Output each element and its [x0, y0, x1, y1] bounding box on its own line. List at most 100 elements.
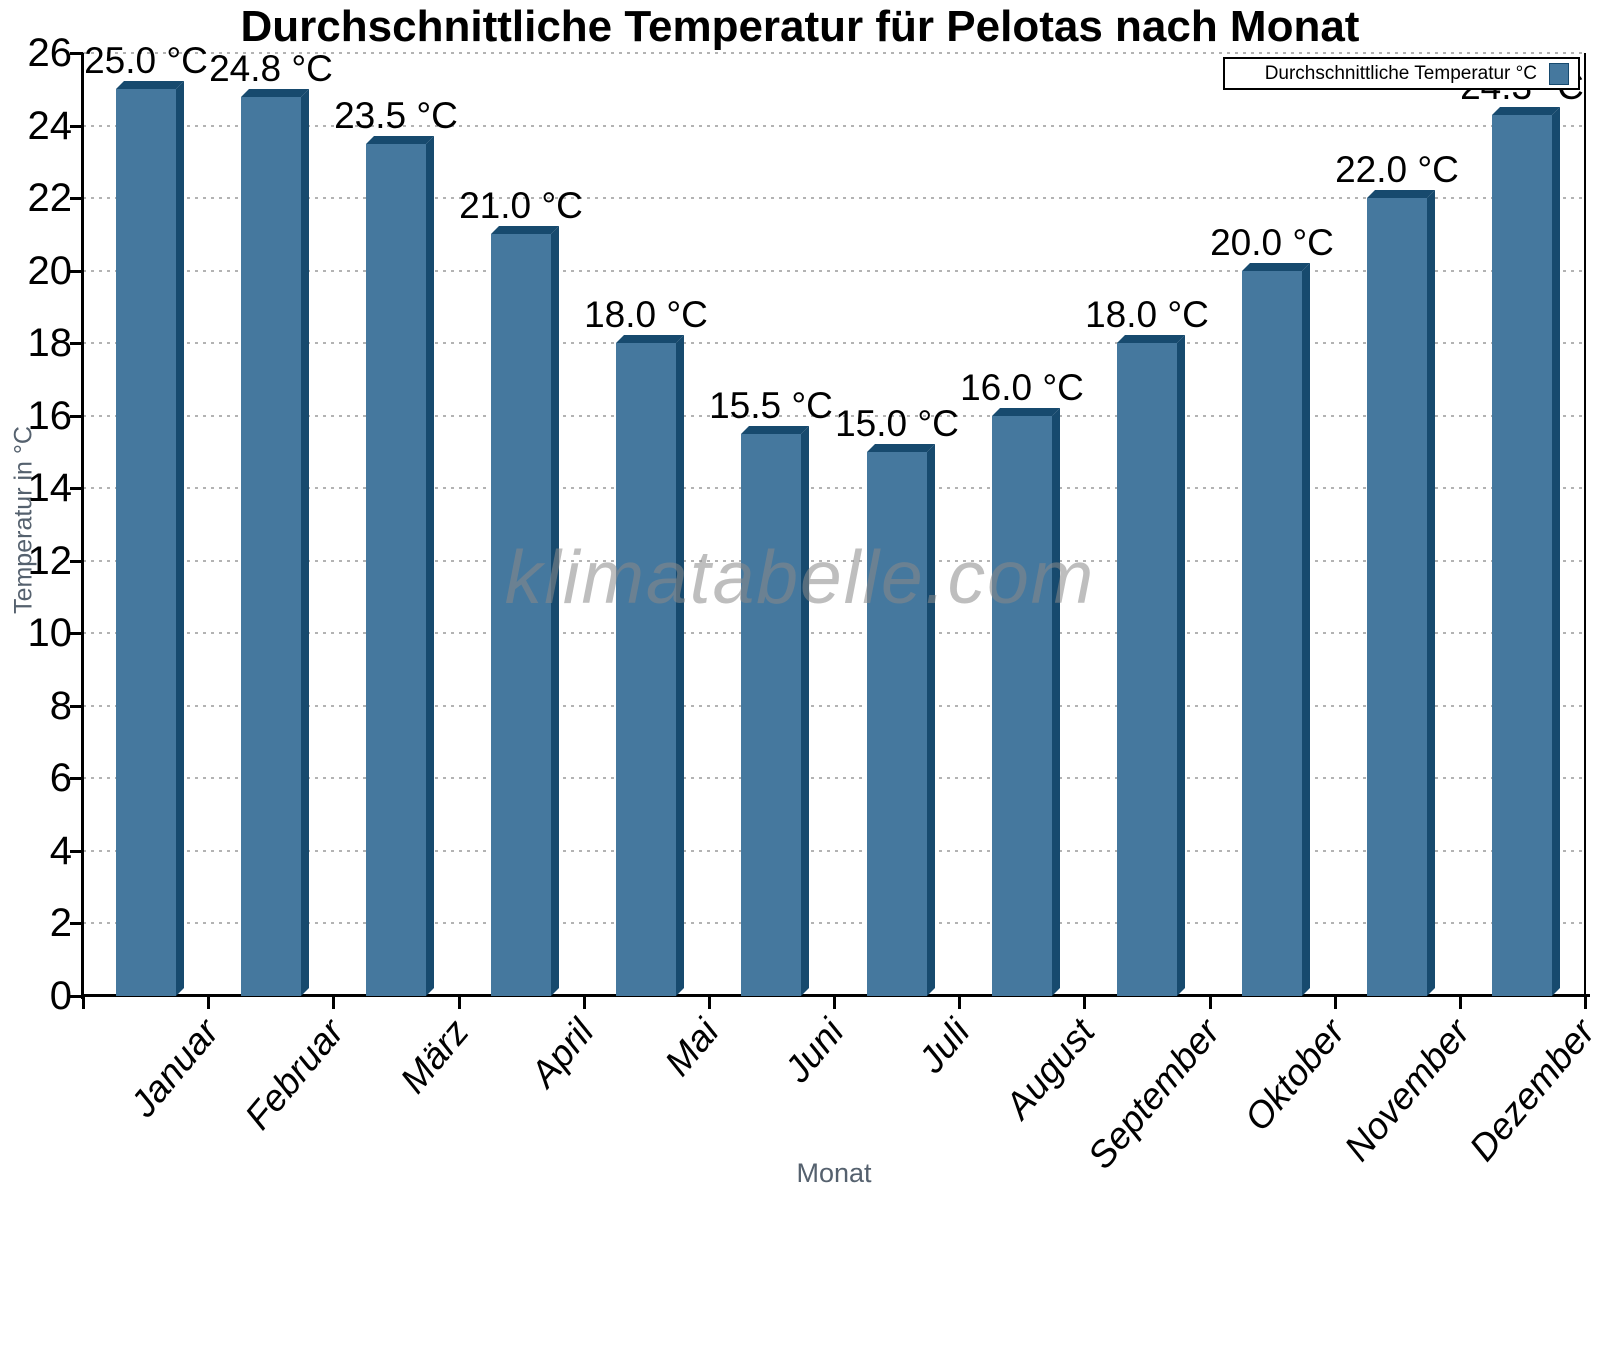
bar-front-face: [366, 144, 426, 996]
y-tick-label: 4: [49, 828, 72, 873]
bar-front-face: [867, 452, 927, 996]
bar-front-face: [241, 97, 301, 996]
bar-juni: [741, 426, 809, 996]
x-tick: [707, 996, 711, 1009]
y-tick-label: 16: [27, 393, 73, 438]
bar-value-label: 18.0 °C: [1085, 294, 1209, 335]
y-tick-label: 24: [27, 103, 73, 148]
bar-side-face: [1052, 408, 1060, 996]
gridline: [83, 849, 1585, 852]
bar-value-label: 24.8 °C: [209, 48, 333, 89]
x-tick: [958, 996, 962, 1009]
bar-juli: [867, 444, 935, 996]
gridline: [83, 487, 1585, 490]
bar-mai: [616, 335, 684, 996]
y-tick: [70, 704, 83, 708]
bar-side-face: [1177, 335, 1185, 996]
y-tick-label: 20: [27, 248, 73, 293]
bar-top-face: [116, 81, 184, 89]
x-tick: [1208, 996, 1212, 1009]
x-tick: [1584, 996, 1587, 1009]
bar-value-label: 25.0 °C: [84, 40, 208, 81]
bar-side-face: [1427, 190, 1435, 996]
bar-top-face: [241, 89, 309, 97]
gridline: [83, 197, 1585, 200]
gridline: [83, 632, 1585, 635]
y-tick: [70, 342, 83, 346]
y-tick: [70, 922, 83, 926]
y-tick-label: 8: [49, 683, 72, 728]
bar-side-face: [426, 136, 434, 996]
y-tick-label: 26: [27, 31, 73, 75]
x-tick: [1083, 996, 1087, 1009]
gridline: [83, 704, 1585, 707]
x-axis-title: Monat: [796, 1158, 872, 1188]
gridline: [83, 342, 1585, 345]
bar-value-label: 21.0 °C: [459, 185, 583, 226]
bar-front-face: [1117, 343, 1177, 996]
y-tick: [70, 197, 83, 201]
bar-top-face: [741, 426, 809, 434]
bar-top-face: [1367, 190, 1435, 198]
bar-side-face: [176, 81, 184, 996]
bar-front-face: [1367, 198, 1427, 996]
y-tick-label: 14: [27, 466, 73, 511]
bar-side-face: [1302, 263, 1310, 996]
plot-right-border: [1584, 53, 1586, 998]
bar-side-face: [551, 226, 559, 996]
y-tick-label: 0: [49, 974, 72, 1018]
x-tick: [582, 996, 586, 1009]
bar-value-label: 15.0 °C: [835, 403, 959, 444]
bar-value-label: 15.5 °C: [709, 385, 833, 426]
bar-august: [992, 408, 1060, 996]
x-tick: [207, 996, 211, 1009]
gridline: [83, 777, 1585, 780]
gridline: [83, 922, 1585, 925]
bar-side-face: [801, 426, 809, 996]
bar-top-face: [491, 226, 559, 234]
y-tick: [70, 487, 83, 491]
bar-front-face: [491, 234, 551, 996]
bar-front-face: [741, 434, 801, 996]
bar-april: [491, 226, 559, 996]
bar-top-face: [366, 136, 434, 144]
y-tick: [70, 777, 83, 781]
y-tick-label: 2: [49, 901, 72, 946]
bar-top-face: [1492, 107, 1560, 115]
bar-side-face: [301, 89, 309, 996]
legend: Durchschnittliche Temperatur °C: [1223, 57, 1580, 90]
y-tick: [70, 559, 83, 563]
bar-value-label: 16.0 °C: [960, 367, 1084, 408]
gridline: [83, 414, 1585, 417]
bar-top-face: [616, 335, 684, 343]
bar-september: [1117, 335, 1185, 996]
y-tick: [70, 52, 83, 55]
gridline: [83, 269, 1585, 272]
bar-front-face: [116, 89, 176, 996]
x-tick: [1458, 996, 1462, 1009]
y-tick-label: 6: [49, 756, 72, 801]
x-axis-line: [81, 994, 1590, 997]
y-tick-label: 22: [27, 176, 73, 221]
y-tick-label: 10: [27, 611, 73, 656]
legend-swatch-icon: [1549, 62, 1569, 85]
bar-top-face: [992, 408, 1060, 416]
bar-value-label: 22.0 °C: [1335, 149, 1459, 190]
gridline: [83, 124, 1585, 127]
y-tick: [70, 632, 83, 636]
bar-januar: [116, 81, 184, 996]
x-tick: [457, 996, 461, 1009]
y-tick: [70, 124, 83, 128]
gridline: [83, 559, 1585, 562]
bar-front-face: [1492, 115, 1552, 996]
legend-label: Durchschnittliche Temperatur °C: [1264, 62, 1537, 84]
bar-side-face: [927, 444, 935, 996]
x-tick: [833, 996, 836, 1009]
bar-november: [1367, 190, 1435, 996]
y-axis-line: [81, 53, 84, 999]
bar-februar: [241, 89, 309, 996]
bar-top-face: [867, 444, 935, 452]
bar-top-face: [1242, 263, 1310, 271]
y-tick: [70, 414, 83, 418]
bar-value-label: 23.5 °C: [334, 95, 458, 136]
